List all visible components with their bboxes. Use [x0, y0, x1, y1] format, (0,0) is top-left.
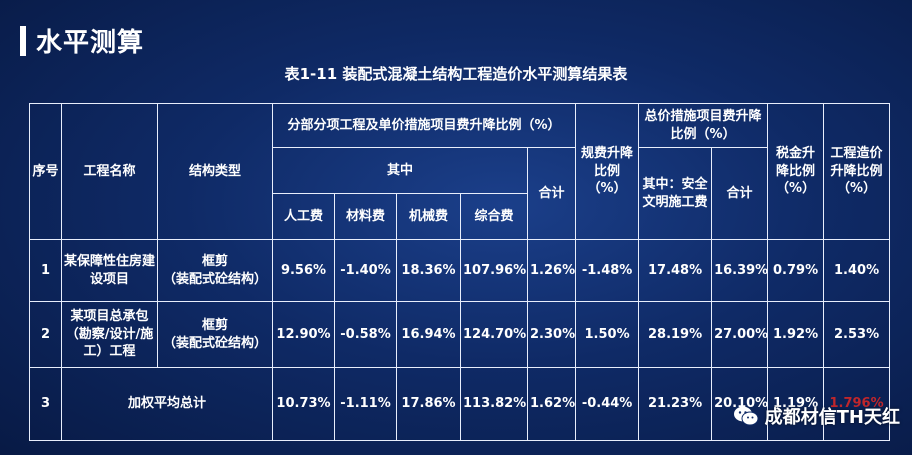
cell-weighted-total-label: 加权平均总计 — [61, 367, 273, 441]
header-project-name: 工程名称 — [61, 103, 158, 240]
cell-tax-ratio: 1.92% — [767, 301, 825, 368]
cell-safety-fee: 28.19% — [638, 301, 713, 368]
header-labor: 人工费 — [272, 193, 335, 240]
cell-subtotal: 1.62% — [526, 367, 577, 441]
header-safety-fee: 其中：安全文明施工费 — [638, 147, 713, 240]
cell-seq: 2 — [29, 301, 62, 368]
cell-seq: 1 — [29, 239, 62, 302]
header-subitem-group: 分部分项工程及单价措施项目费升降比例（%） — [271, 103, 577, 148]
table-title: 表1-11 装配式混凝土结构工程造价水平测算结果表 — [284, 65, 628, 83]
cell-measure-total: 27.00% — [711, 301, 768, 368]
cell-labor: 12.90% — [272, 301, 335, 368]
structure-line2: （装配式砼结构） — [162, 335, 267, 351]
header-measure-total: 合计 — [711, 147, 769, 240]
watermark-text: 成都材信TH天红 — [764, 407, 900, 428]
table-row-total: 3 加权平均总计 10.73% -1.11% 17.86% 113.82% 1.… — [29, 367, 891, 441]
cost-result-table: 序号 工程名称 结构类型 分部分项工程及单价措施项目费升降比例（%） 规费升降比… — [29, 103, 891, 441]
header-material: 材料费 — [334, 193, 397, 240]
header-tax-ratio: 税金升降比例（%） — [767, 103, 825, 240]
table-row: 2 某项目总承包（勘察/设计/施工）工程 框剪 （装配式砼结构） 12.90% … — [29, 301, 891, 368]
cell-machinery: 18.36% — [396, 239, 461, 302]
cell-material: -0.58% — [334, 301, 397, 368]
header-seq: 序号 — [29, 103, 62, 240]
structure-line1: 框剪 — [201, 317, 228, 333]
structure-line2: （装配式砼结构） — [162, 271, 267, 287]
cell-measure-total: 20.10% — [711, 367, 768, 441]
cell-labor: 9.56% — [272, 239, 335, 302]
slide-title: 水平测算 — [36, 28, 145, 58]
header-cost-ratio: 工程造价升降比例（%） — [823, 103, 891, 240]
header-subtotal: 合计 — [526, 147, 577, 240]
cell-fee-ratio: -0.44% — [575, 367, 640, 441]
title-accent-bar — [20, 26, 26, 56]
cell-structure-type: 框剪 （装配式砼结构） — [157, 239, 273, 302]
cell-cost-ratio-highlight: 1.796% — [823, 367, 891, 441]
cell-tax-ratio: 0.79% — [767, 239, 825, 302]
cell-cost-ratio: 1.40% — [823, 239, 891, 302]
cell-fee-ratio: 1.50% — [575, 301, 640, 368]
cell-comprehensive: 113.82% — [460, 367, 528, 441]
cell-safety-fee: 21.23% — [638, 367, 713, 441]
cell-machinery: 17.86% — [396, 367, 461, 441]
cell-comprehensive: 124.70% — [460, 301, 528, 368]
cell-subtotal: 1.26% — [526, 239, 577, 302]
cell-cost-ratio: 2.53% — [823, 301, 891, 368]
cell-labor: 10.73% — [272, 367, 335, 441]
structure-line1: 框剪 — [201, 253, 228, 269]
table-row: 1 某保障性住房建设项目 框剪 （装配式砼结构） 9.56% -1.40% 18… — [29, 239, 891, 302]
wechat-icon — [733, 406, 759, 426]
header-machinery: 机械费 — [396, 193, 461, 240]
cell-material: -1.40% — [334, 239, 397, 302]
cell-measure-total: 16.39% — [711, 239, 768, 302]
cell-machinery: 16.94% — [396, 301, 461, 368]
cell-project-name: 某项目总承包（勘察/设计/施工）工程 — [61, 301, 158, 368]
cell-fee-ratio: -1.48% — [575, 239, 640, 302]
cell-safety-fee: 17.48% — [638, 239, 713, 302]
header-fee-ratio: 规费升降比例（%） — [575, 103, 640, 240]
watermark: 成都材信TH天红 — [733, 403, 900, 429]
cell-project-name: 某保障性住房建设项目 — [61, 239, 158, 302]
cell-structure-type: 框剪 （装配式砼结构） — [157, 301, 273, 368]
cell-seq: 3 — [29, 367, 62, 441]
cell-material: -1.11% — [334, 367, 397, 441]
header-structure-type: 结构类型 — [157, 103, 273, 240]
cell-subtotal: 2.30% — [526, 301, 577, 368]
cell-tax-ratio: 1.19% — [767, 367, 825, 441]
header-comprehensive: 综合费 — [460, 193, 528, 240]
header-measure-group: 总价措施项目费升降比例（%） — [638, 103, 769, 148]
header-among: 其中 — [272, 147, 528, 194]
cell-comprehensive: 107.96% — [460, 239, 528, 302]
